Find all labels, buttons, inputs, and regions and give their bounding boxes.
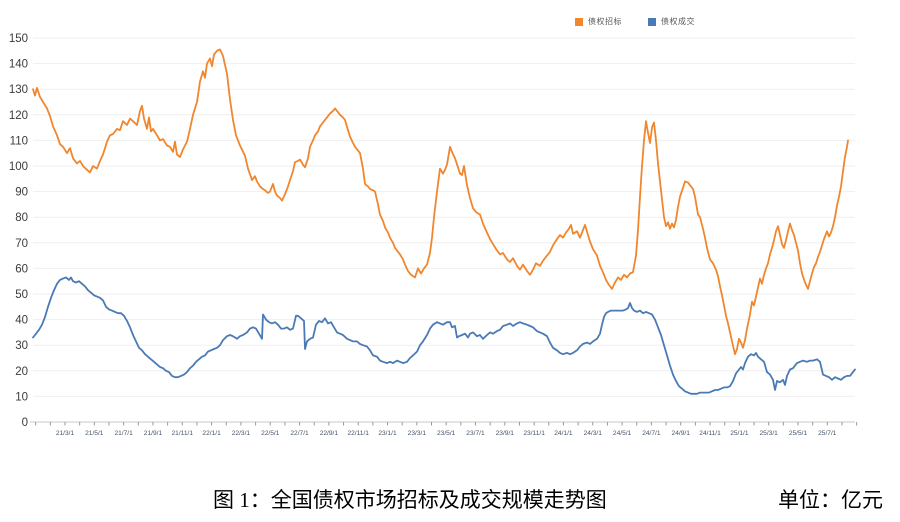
line-chart-canvas: 0 10 20 30 40 50 60 70 80 90 100 110 120 130 140 150 21/… <box>9 33 858 437</box>
y-tick-label: 80 <box>15 212 28 224</box>
y-tick-label: 120 <box>9 110 28 122</box>
y-tick-label: 140 <box>9 59 28 71</box>
x-tick-label: 24/1/1 <box>554 430 573 437</box>
y-tick-label: 90 <box>15 187 28 199</box>
y-tick-label: 20 <box>15 366 28 378</box>
figure-caption: 图 1：全国债权市场招标及成交规模走势图 <box>213 488 607 512</box>
x-tick-label: 21/3/1 <box>56 430 75 437</box>
x-tick-label: 25/7/1 <box>818 430 837 437</box>
x-tick-label: 21/11/1 <box>172 430 194 437</box>
x-tick-label: 24/11/1 <box>699 430 721 437</box>
x-tick-label: 22/11/1 <box>347 430 369 437</box>
y-tick-label: 70 <box>15 238 28 250</box>
x-tick-label: 24/9/1 <box>672 430 691 437</box>
x-tick-label: 22/7/1 <box>290 430 309 437</box>
y-tick-label: 0 <box>22 417 28 429</box>
y-tick-label: 50 <box>15 289 28 301</box>
x-tick-label: 23/9/1 <box>496 430 515 437</box>
x-tick-label: 23/3/1 <box>408 430 427 437</box>
y-tick-label: 40 <box>15 315 28 327</box>
x-tick-label: 22/9/1 <box>320 430 339 437</box>
x-tick-label: 21/7/1 <box>114 430 133 437</box>
y-tick-label: 130 <box>9 84 28 96</box>
chart-legend: 债权招标 债权成交 <box>575 16 695 27</box>
legend-label-bidding: 债权招标 <box>588 17 622 26</box>
x-tick-label: 24/5/1 <box>613 430 632 437</box>
x-tick-label: 22/1/1 <box>202 430 221 437</box>
x-tick-label: 24/7/1 <box>642 430 661 437</box>
y-tick-label: 110 <box>10 135 28 147</box>
series-line-deals <box>32 276 856 395</box>
legend-label-deals: 债权成交 <box>661 17 695 26</box>
x-tick-label: 24/3/1 <box>584 430 603 437</box>
legend-swatch-orange <box>575 17 583 26</box>
x-tick-label: 22/3/1 <box>232 430 251 437</box>
y-tick-label: 10 <box>15 391 28 403</box>
y-tick-label: 100 <box>9 161 28 173</box>
legend-item-deals: 债权成交 <box>648 16 695 27</box>
x-tick-label: 23/5/1 <box>437 430 456 437</box>
caption-row: 图 1：全国债权市场招标及成交规模走势图 单位：亿元 <box>0 478 900 518</box>
x-tick-label: 22/5/1 <box>261 430 280 437</box>
legend-item-bidding: 债权招标 <box>575 16 622 27</box>
y-tick-label: 30 <box>15 340 28 352</box>
x-tick-label: 25/1/1 <box>730 430 749 437</box>
x-tick-label: 25/3/1 <box>760 430 779 437</box>
x-tick-label: 23/7/1 <box>466 430 485 437</box>
unit-label: 单位：亿元 <box>778 488 883 512</box>
legend-swatch-blue <box>648 17 656 26</box>
series-line-bidding <box>32 48 849 356</box>
y-tick-label: 60 <box>15 263 28 275</box>
x-tick-label: 21/5/1 <box>85 430 104 437</box>
trend-chart: 0 10 20 30 40 50 60 70 80 90 100 110 120 130 140 150 21/… <box>9 16 858 437</box>
y-tick-label: 150 <box>9 33 28 45</box>
x-tick-label: 21/9/1 <box>144 430 163 437</box>
x-tick-label: 23/1/1 <box>378 430 397 437</box>
x-tick-label: 25/5/1 <box>789 430 808 437</box>
x-tick-label: 23/11/1 <box>523 430 545 437</box>
